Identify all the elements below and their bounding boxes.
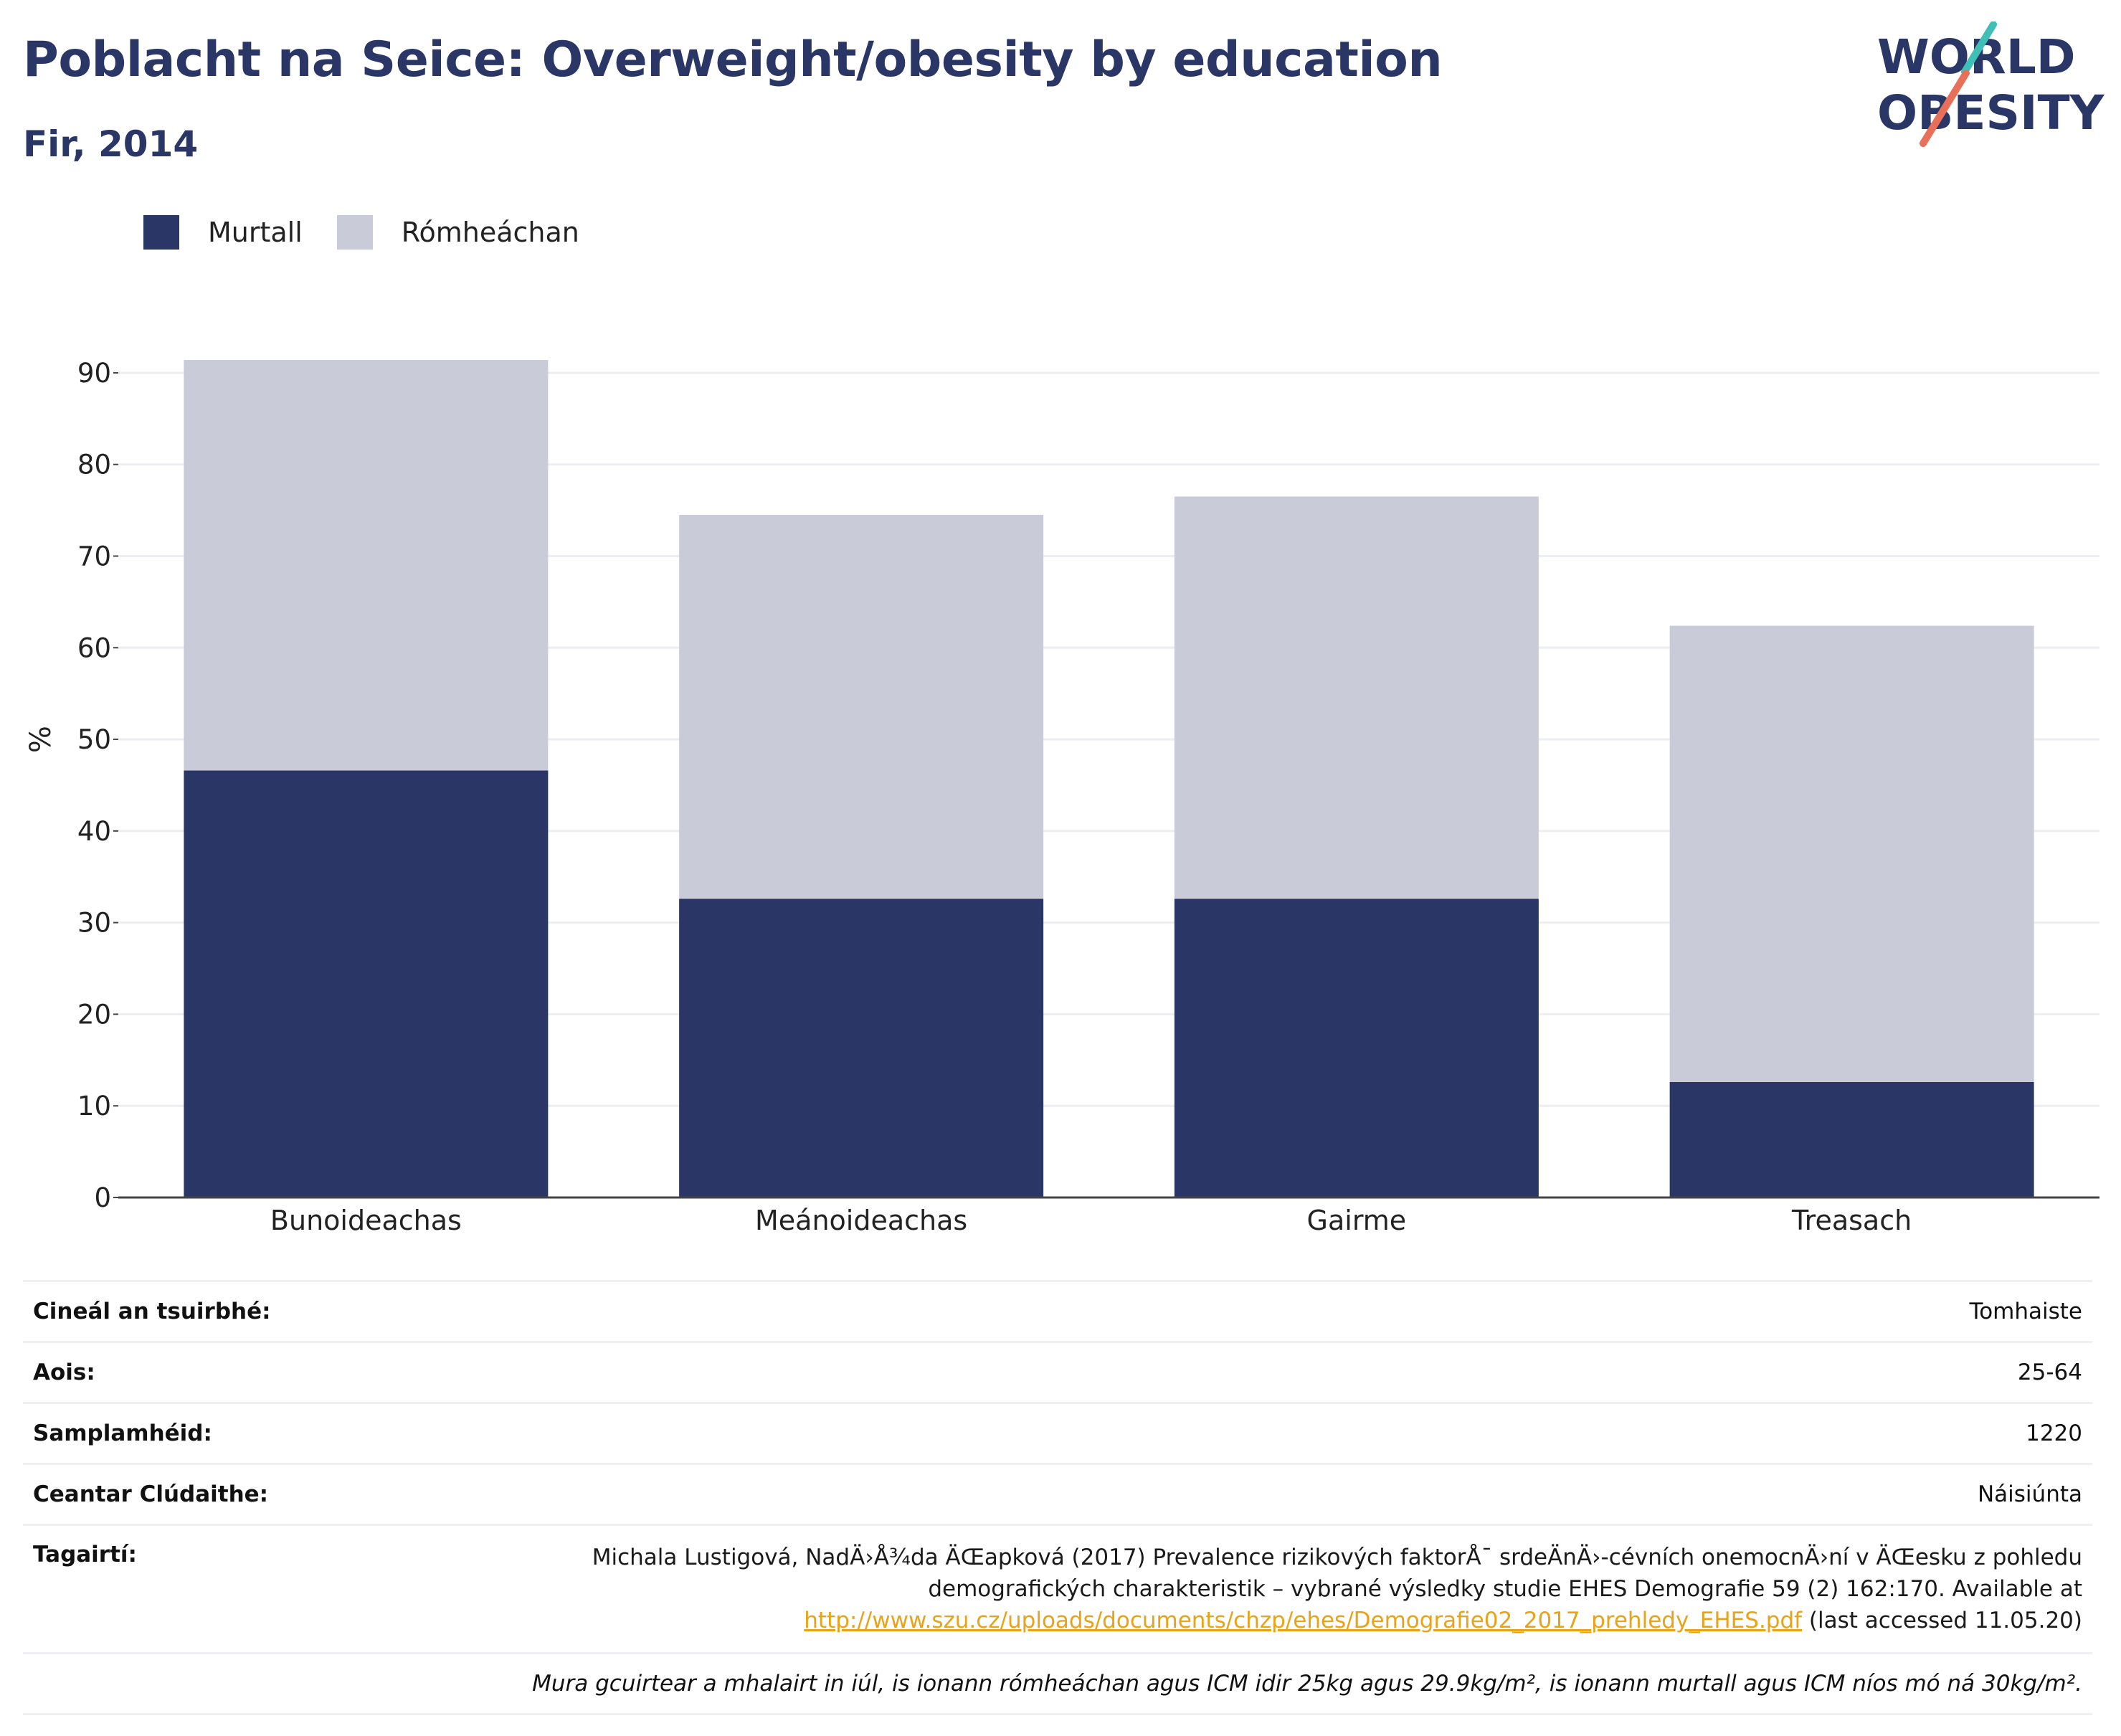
reference-text: Michala Lustigová, NadÄ›Å¾da ÄŒapková (2…: [361, 1542, 2082, 1636]
page-subtitle: Fir, 2014: [23, 123, 199, 165]
y-tick-label: 50: [77, 724, 111, 755]
reference-line-2: demografických charakteristik – vybrané …: [928, 1576, 2082, 1602]
y-tick-label: 10: [77, 1091, 111, 1121]
legend-label-murtall: Murtall: [208, 217, 303, 248]
chart-legend: Murtall Rómheáchan: [143, 214, 614, 251]
y-axis-label: %: [24, 726, 57, 753]
info-label: Cineál an tsuirbhé:: [33, 1299, 271, 1324]
bar-romheachan: [184, 360, 549, 771]
y-tick-label: 0: [94, 1182, 111, 1213]
reference-line-1: Michala Lustigová, NadÄ›Å¾da ÄŒapková (2…: [592, 1545, 2082, 1570]
bar-romheachan: [1174, 496, 1539, 899]
legend-swatch-murtall: [143, 215, 179, 250]
bar-romheachan: [1669, 625, 2034, 1082]
world-obesity-logo: WORLD OBESITY: [1877, 22, 2105, 147]
y-tick-label: 30: [77, 908, 111, 939]
bar-chart: 0 10 20 30 40 50 60 70 80 90% Bunoideachas Meánoide…: [24, 358, 2099, 1236]
info-value: 1220: [2026, 1420, 2082, 1446]
bar-murtall: [184, 770, 549, 1197]
legend-label-romheachan: Rómheáchan: [401, 217, 579, 248]
legend-item-romheachan[interactable]: Rómheáchan: [336, 215, 579, 250]
footnote-text: Mura gcuirtear a mhalairt in iúl, is ion…: [532, 1671, 2082, 1697]
logo-slash-teal: [1961, 22, 1997, 75]
x-tick-label: Gairme: [1307, 1205, 1407, 1236]
info-label: Ceantar Clúdaithe:: [33, 1481, 269, 1507]
y-tick-label: 60: [77, 632, 111, 663]
y-tick-label: 70: [77, 541, 111, 572]
info-value: 25-64: [2017, 1360, 2082, 1385]
info-row-references: Tagairtí: Michala Lustigová, NadÄ›Å¾da Ä…: [23, 1524, 2092, 1652]
info-row-sample-size: Samplamhéid: 1220: [23, 1402, 2092, 1463]
info-row-area-covered: Ceantar Clúdaithe: Náisiúnta: [23, 1463, 2092, 1524]
y-tick-label: 80: [77, 450, 111, 480]
logo-slash-coral: [1920, 70, 1970, 147]
reference-link[interactable]: http://www.szu.cz/uploads/documents/chzp…: [804, 1608, 1803, 1633]
x-tick-label: Bunoideachas: [270, 1205, 462, 1236]
footnote-row: Mura gcuirtear a mhalairt in iúl, is ion…: [23, 1652, 2092, 1715]
info-value: Tomhaiste: [1969, 1299, 2082, 1324]
info-row-age: Aois: 25-64: [23, 1341, 2092, 1402]
legend-swatch-romheachan: [336, 215, 373, 250]
info-label: Aois:: [33, 1360, 95, 1385]
reference-suffix: (last accessed 11.05.20): [1802, 1608, 2082, 1633]
info-row-survey-type: Cineál an tsuirbhé: Tomhaiste: [23, 1280, 2092, 1341]
info-label: Samplamhéid:: [33, 1420, 212, 1446]
page-title: Poblacht na Seice: Overweight/obesity by…: [23, 32, 1443, 88]
logo-text-obesity: OBESITY: [1877, 85, 2105, 141]
bar-romheachan: [679, 515, 1044, 899]
bar-murtall: [1669, 1081, 2034, 1197]
y-tick-label: 20: [77, 999, 111, 1030]
y-tick-label: 40: [77, 816, 111, 847]
y-tick-label: 90: [77, 358, 111, 389]
info-value: Náisiúnta: [1977, 1481, 2082, 1507]
reference-line-3: http://www.szu.cz/uploads/documents/chzp…: [361, 1605, 2082, 1636]
info-label: Tagairtí:: [33, 1542, 137, 1567]
x-tick-label: Treasach: [1791, 1205, 1912, 1236]
legend-item-murtall[interactable]: Murtall: [143, 215, 303, 250]
bar-murtall: [679, 898, 1044, 1197]
bar-murtall: [1174, 898, 1539, 1197]
x-tick-label: Meánoideachas: [755, 1205, 967, 1236]
info-table: Cineál an tsuirbhé: Tomhaiste Aois: 25-6…: [23, 1280, 2092, 1715]
